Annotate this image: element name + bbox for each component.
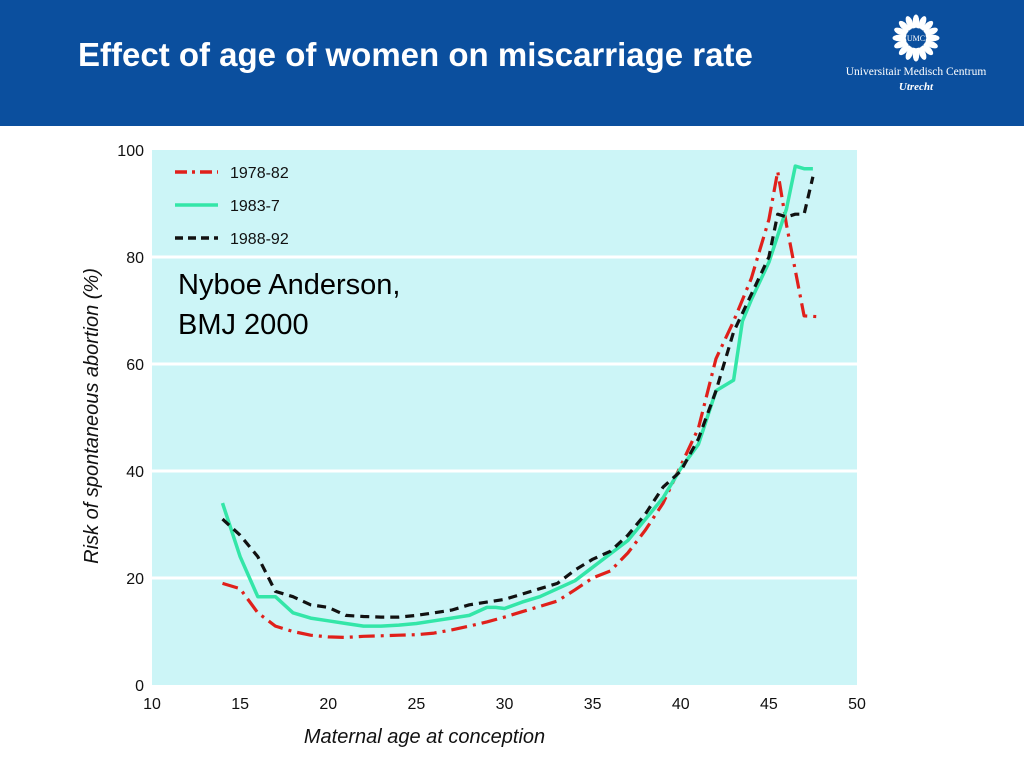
umc-logo: UMC Universitair Medisch Centrum Utrecht — [836, 14, 996, 104]
x-tick-label: 40 — [672, 696, 690, 713]
series-line-1988-92 — [221, 176, 815, 619]
y-tick-label: 60 — [126, 357, 144, 374]
x-tick-label: 50 — [848, 696, 866, 713]
logo-name: Universitair Medisch Centrum — [845, 66, 987, 78]
y-axis-label: Risk of spontaneous abortion (%) — [81, 268, 103, 564]
logo-city: Utrecht — [898, 81, 934, 93]
umc-sunburst-logo-icon: UMC — [892, 14, 940, 62]
miscarriage-rate-chart: 0 20 40 60 80 100 10 15 20 25 30 35 40 45 50 Maternal… — [81, 143, 866, 748]
x-axis-label: Maternal age at conception — [304, 726, 545, 748]
x-tick-label: 15 — [231, 696, 249, 713]
series-line-1983-7 — [220, 164, 813, 628]
y-tick-label: 80 — [126, 250, 144, 267]
series-lines — [220, 164, 822, 639]
x-tick-label: 10 — [143, 696, 161, 713]
y-axis-ticks: 0 20 40 60 80 100 — [117, 143, 144, 695]
y-tick-label: 40 — [126, 464, 144, 481]
x-tick-label: 45 — [760, 696, 778, 713]
logo-emblem-text: UMC — [907, 34, 925, 43]
annotation-line-2: BMJ 2000 — [178, 309, 309, 341]
x-tick-label: 35 — [584, 696, 602, 713]
legend-label: 1978-82 — [230, 165, 289, 182]
legend-label: 1988-92 — [230, 231, 289, 248]
slide-header: Effect of age of women on miscarriage ra… — [0, 0, 1024, 126]
y-tick-label: 20 — [126, 571, 144, 588]
y-tick-label: 0 — [135, 678, 144, 695]
x-tick-label: 25 — [407, 696, 425, 713]
x-tick-label: 20 — [319, 696, 337, 713]
legend-label: 1983-7 — [230, 198, 280, 215]
slide-title: Effect of age of women on miscarriage ra… — [78, 36, 753, 73]
y-tick-label: 100 — [117, 143, 144, 160]
x-axis-ticks: 10 15 20 25 30 35 40 45 50 — [143, 696, 866, 713]
x-tick-label: 30 — [496, 696, 514, 713]
annotation-line-1: Nyboe Anderson, — [178, 269, 400, 301]
legend: 1978-82 1983-7 1988-92 — [175, 165, 289, 248]
